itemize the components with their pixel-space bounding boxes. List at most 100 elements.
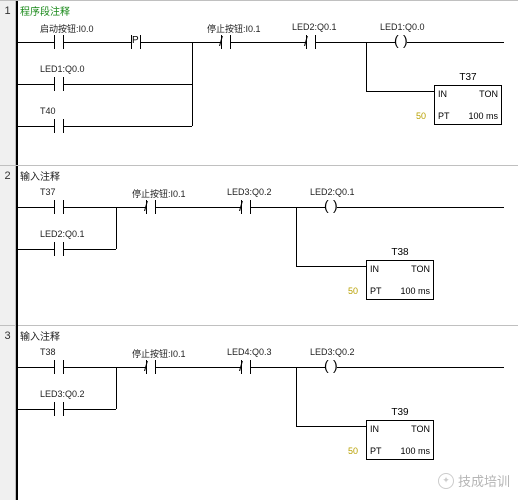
wire: [366, 42, 367, 91]
timer-in-label: IN: [370, 424, 379, 434]
element-label: LED3:Q0.2: [310, 347, 355, 357]
contact: /: [136, 200, 166, 214]
element-label: T37: [40, 187, 56, 197]
wire: [261, 207, 316, 208]
wire: [16, 42, 44, 43]
timer-block: T38INTONPT100 ms: [366, 260, 434, 300]
left-rail: [16, 1, 18, 165]
timer-pt-label: PT: [370, 286, 382, 296]
contact: /: [296, 35, 326, 49]
timer-value: 100 ms: [400, 446, 430, 456]
wire: [74, 84, 192, 85]
contact: [44, 35, 74, 49]
rung-comment: 输入注释: [20, 328, 60, 343]
left-rail: [16, 166, 18, 326]
element-label: T38: [40, 347, 56, 357]
element-label: LED4:Q0.3: [227, 347, 272, 357]
wire: [16, 126, 44, 127]
timer-preset: 50: [348, 286, 358, 296]
wire: [261, 367, 316, 368]
wire: [16, 367, 44, 368]
timer-pt-label: PT: [370, 446, 382, 456]
element-label: 停止按钮:I0.1: [207, 22, 261, 35]
rung-body: 输入注释T37/停止按钮:I0.1/LED3:Q0.2LED2:Q0.1()LE…: [16, 166, 518, 326]
wire: [74, 409, 116, 410]
timer-in-label: IN: [370, 264, 379, 274]
contact: P: [121, 35, 151, 49]
coil: (): [316, 200, 346, 214]
wire: [326, 42, 386, 43]
contact: [44, 360, 74, 374]
rung-number: 1: [0, 1, 16, 165]
timer-in-label: IN: [438, 89, 447, 99]
wire: [296, 367, 297, 426]
wire: [74, 207, 136, 208]
wire: [16, 409, 44, 410]
wire: [74, 367, 136, 368]
wire: [16, 84, 44, 85]
wire: [151, 42, 211, 43]
wire: [241, 42, 296, 43]
timer-ton-label: TON: [411, 264, 430, 274]
ladder-diagram: 1程序段注释启动按钮:I0.0P/停止按钮:I0.1/LED2:Q0.1LED1…: [0, 0, 518, 500]
element-label: LED2:Q0.1: [292, 22, 337, 32]
contact: [44, 242, 74, 256]
timer-value: 100 ms: [468, 111, 498, 121]
wire: [296, 207, 297, 266]
element-label: 停止按钮:I0.1: [132, 187, 186, 200]
contact: [44, 402, 74, 416]
rung-number: 3: [0, 326, 16, 500]
wire: [166, 367, 231, 368]
element-label: T40: [40, 106, 56, 116]
rung-row: 2输入注释T37/停止按钮:I0.1/LED3:Q0.2LED2:Q0.1()L…: [0, 165, 518, 325]
contact: [44, 77, 74, 91]
wire: [416, 42, 504, 43]
element-label: LED3:Q0.2: [40, 389, 85, 399]
contact: /: [231, 360, 261, 374]
contact: /: [211, 35, 241, 49]
contact: /: [136, 360, 166, 374]
watermark: ✦ 技成培训: [438, 471, 510, 490]
wire: [74, 126, 192, 127]
timer-name: T38: [367, 247, 433, 258]
timer-block: T39INTONPT100 ms: [366, 420, 434, 460]
rung-body: 程序段注释启动按钮:I0.0P/停止按钮:I0.1/LED2:Q0.1LED1:…: [16, 1, 518, 165]
element-label: LED1:Q0.0: [380, 22, 425, 32]
element-label: LED2:Q0.1: [40, 229, 85, 239]
wire: [74, 42, 121, 43]
wire: [16, 249, 44, 250]
timer-preset: 50: [348, 446, 358, 456]
rung-comment: 输入注释: [20, 168, 60, 183]
wire: [116, 207, 117, 249]
wire: [166, 207, 231, 208]
left-rail: [16, 326, 18, 500]
wire: [16, 207, 44, 208]
wechat-icon: ✦: [438, 473, 454, 489]
timer-preset: 50: [416, 111, 426, 121]
rung-number: 2: [0, 166, 16, 325]
watermark-text: 技成培训: [458, 471, 510, 490]
wire: [296, 266, 366, 267]
timer-name: T37: [435, 72, 501, 83]
contact: [44, 200, 74, 214]
element-label: 停止按钮:I0.1: [132, 347, 186, 360]
rung-comment: 程序段注释: [20, 3, 70, 18]
timer-pt-label: PT: [438, 111, 450, 121]
wire: [366, 91, 434, 92]
contact: [44, 119, 74, 133]
wire: [192, 42, 193, 126]
wire: [296, 426, 366, 427]
timer-block: T37INTONPT100 ms: [434, 85, 502, 125]
coil: (): [316, 360, 346, 374]
element-label: LED2:Q0.1: [310, 187, 355, 197]
element-label: 启动按钮:I0.0: [40, 22, 94, 35]
timer-ton-label: TON: [411, 424, 430, 434]
timer-value: 100 ms: [400, 286, 430, 296]
wire: [116, 367, 117, 409]
timer-name: T39: [367, 407, 433, 418]
element-label: LED3:Q0.2: [227, 187, 272, 197]
timer-ton-label: TON: [479, 89, 498, 99]
contact: /: [231, 200, 261, 214]
rung-row: 1程序段注释启动按钮:I0.0P/停止按钮:I0.1/LED2:Q0.1LED1…: [0, 0, 518, 165]
wire: [346, 367, 504, 368]
